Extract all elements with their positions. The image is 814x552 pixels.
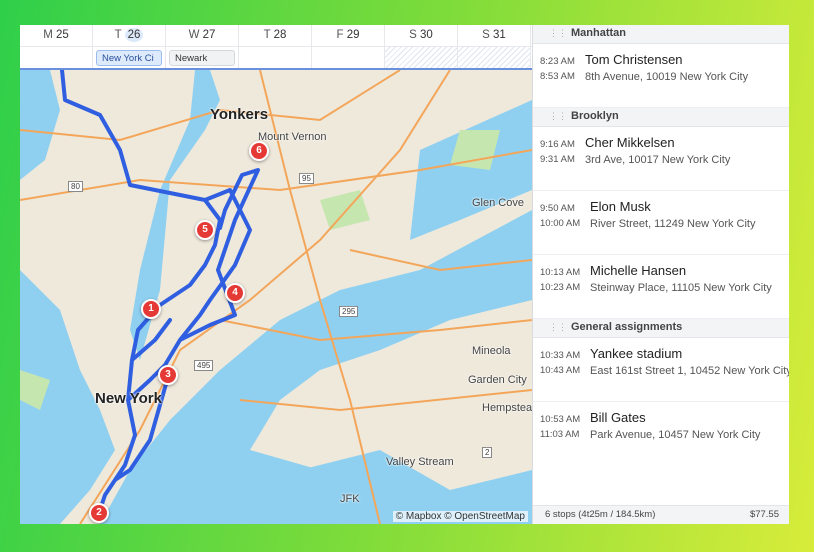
day-sun-31[interactable]: S 31 [458, 25, 531, 46]
stop-item[interactable]: 10:53 AM 11:03 AM Bill Gates Park Avenue, … [533, 402, 789, 466]
label-hempstead: Hempstead [482, 402, 532, 414]
stop-address: Steinway Place, 11105 New York City [590, 282, 772, 294]
stop-end-time: 8:53 AM [540, 71, 575, 82]
day-sat-30[interactable]: S 30 [385, 25, 458, 46]
route-line [60, 70, 260, 512]
stop-start-time: 10:33 AM [540, 350, 581, 361]
route-summary: 6 stops (4t25m / 184.5km) [545, 509, 656, 520]
stop-end-time: 10:23 AM [540, 282, 581, 293]
calendar-header: M 25 T 26 W 27 T 28 F 29 S 30 S 31 New Y… [20, 25, 532, 70]
drag-handle-icon[interactable]: ⋮⋮ [549, 322, 567, 332]
day-cell [312, 47, 385, 68]
stop-name: Michelle Hansen [590, 263, 687, 278]
route-cost: $77.55 [749, 509, 779, 520]
day-cell [20, 47, 93, 68]
label-garden-city: Garden City [468, 374, 527, 386]
label-yonkers: Yonkers [210, 106, 269, 123]
shield-495: 495 [194, 360, 214, 371]
day-fri-29[interactable]: F 29 [312, 25, 385, 46]
stop-end-time: 9:31 AM [540, 154, 575, 165]
water [100, 210, 532, 524]
label-glen-cove: Glen Cove [472, 197, 524, 209]
route-marker-1[interactable]: 1 [141, 299, 161, 319]
stop-name: Cher Mikkelsen [585, 135, 675, 150]
day-wed-27[interactable]: W 27 [166, 25, 239, 46]
stop-address: River Street, 11249 New York City [590, 218, 756, 230]
water [130, 70, 220, 360]
day-mon-25[interactable]: M 25 [20, 25, 93, 46]
stop-start-time: 9:50 AM [540, 203, 575, 214]
day-cell: Newark [166, 47, 239, 68]
event-newark[interactable]: Newark [169, 50, 235, 66]
stop-name: Bill Gates [590, 410, 646, 425]
water [20, 270, 115, 524]
day-thu-28[interactable]: T 28 [239, 25, 312, 46]
shield-2: 2 [482, 447, 493, 458]
water [280, 450, 532, 524]
stop-end-time: 11:03 AM [540, 429, 580, 440]
water [410, 100, 532, 240]
route-marker-5[interactable]: 5 [195, 220, 215, 240]
route-marker-6[interactable]: 6 [249, 141, 269, 161]
label-valley-stream: Valley Stream [386, 456, 454, 468]
stop-item[interactable]: 8:23 AM 8:53 AM Tom Christensen 8th Avenue… [533, 44, 789, 108]
park [20, 130, 500, 410]
stop-start-time: 10:53 AM [540, 414, 581, 425]
group-name: General assignments [571, 321, 683, 333]
stops-panel: ⋮⋮ Manhattan 8:23 AM 8:53 AM Tom Christens… [532, 25, 789, 524]
stop-item[interactable]: 10:33 AM 10:43 AM Yankee stadium East 161s… [533, 338, 789, 402]
group-header-manhattan[interactable]: ⋮⋮ Manhattan [533, 25, 789, 44]
stop-end-time: 10:43 AM [540, 365, 581, 376]
day-cell-weekend [458, 47, 531, 68]
stop-address: 3rd Ave, 10017 New York City [585, 154, 731, 166]
stop-item[interactable]: 9:16 AM 9:31 AM Cher Mikkelsen 3rd Ave, 10… [533, 127, 789, 191]
shield-95: 95 [299, 173, 314, 184]
label-mineola: Mineola [472, 345, 511, 357]
stop-address: 8th Avenue, 10019 New York City [585, 71, 749, 83]
group-header-general-assignments[interactable]: ⋮⋮ General assignments [533, 319, 789, 338]
stop-end-time: 10:00 AM [540, 218, 581, 229]
route-marker-4[interactable]: 4 [225, 283, 245, 303]
label-mount-vernon: Mount Vernon [258, 131, 327, 143]
label-new-york: New York [95, 390, 162, 407]
stop-item[interactable]: 9:50 AM 10:00 AM Elon Musk River Street, 1… [533, 191, 789, 255]
map-attribution[interactable]: © Mapbox © OpenStreetMap [392, 511, 528, 522]
water [20, 70, 60, 180]
shield-295: 295 [339, 306, 359, 317]
day-tue-26[interactable]: T 26 [93, 25, 166, 46]
drag-handle-icon[interactable]: ⋮⋮ [549, 111, 567, 121]
stop-address: Park Avenue, 10457 New York City [590, 429, 761, 441]
group-name: Brooklyn [571, 110, 619, 122]
stop-start-time: 10:13 AM [540, 267, 581, 278]
day-cell [239, 47, 312, 68]
group-name: Manhattan [571, 27, 626, 39]
stop-name: Elon Musk [590, 199, 651, 214]
event-new-york[interactable]: New York Ci [96, 50, 162, 66]
route-map[interactable]: Yonkers Mount Vernon Glen Cove Mineola G… [20, 70, 532, 524]
roads [20, 70, 532, 524]
day-cell-weekend [385, 47, 458, 68]
route-marker-3[interactable]: 3 [158, 365, 178, 385]
map-graphics [20, 70, 532, 524]
stop-name: Yankee stadium [590, 346, 683, 361]
shield-80: 80 [68, 181, 83, 192]
stop-start-time: 9:16 AM [540, 139, 575, 150]
route-marker-2[interactable]: 2 [89, 503, 109, 523]
group-header-brooklyn[interactable]: ⋮⋮ Brooklyn [533, 108, 789, 127]
stop-start-time: 8:23 AM [540, 56, 575, 67]
route-summary-footer: 6 stops (4t25m / 184.5km) $77.55 [533, 505, 789, 524]
day-cell: New York Ci [93, 47, 166, 68]
scheduler-card: M 25 T 26 W 27 T 28 F 29 S 30 S 31 New Y… [20, 25, 789, 524]
stop-item[interactable]: 10:13 AM 10:23 AM Michelle Hansen Steinway… [533, 255, 789, 319]
stop-address: East 161st Street 1, 10452 New York City [590, 365, 789, 377]
drag-handle-icon[interactable]: ⋮⋮ [549, 28, 567, 38]
stop-name: Tom Christensen [585, 52, 683, 67]
label-jfk: JFK [340, 493, 360, 505]
